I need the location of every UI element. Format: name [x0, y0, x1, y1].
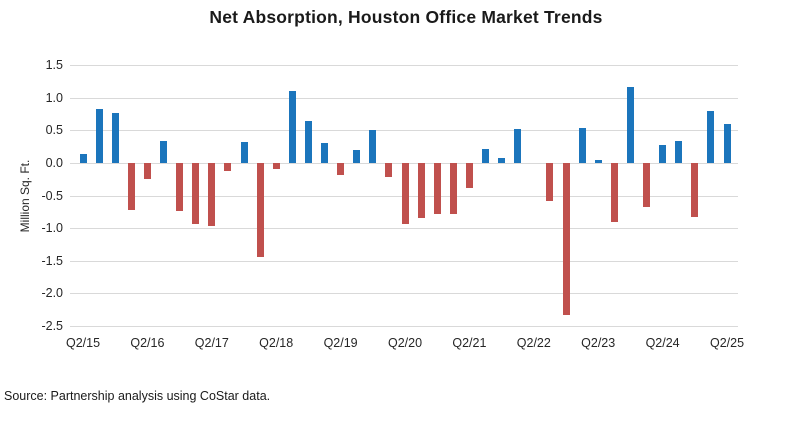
bar-Q4/22 — [562, 162, 570, 315]
x-tick-label: Q2/20 — [387, 336, 423, 350]
bar-Q4/23 — [626, 87, 634, 163]
bar-Q3/15 — [95, 108, 103, 163]
x-tick-label: Q2/22 — [516, 336, 551, 350]
bar-Q3/20 — [417, 162, 425, 218]
bar-Q4/16 — [176, 162, 184, 211]
source-note: Source: Partnership analysis using CoSta… — [4, 389, 271, 403]
bar-Q1/19 — [321, 143, 328, 163]
gridline — [70, 97, 738, 99]
bar-Q2/23 — [594, 160, 602, 163]
bar-Q1/16 — [127, 162, 135, 210]
gridline — [70, 326, 738, 327]
bar-Q2/25 — [723, 124, 731, 163]
y-tick-label: -2.5 — [41, 319, 63, 333]
y-tick-label: -0.5 — [41, 188, 63, 203]
bar-Q3/18 — [288, 91, 296, 163]
y-tick-label: 0.0 — [45, 155, 63, 170]
bar-Q3/19 — [353, 149, 361, 163]
bar-Q4/24 — [691, 162, 699, 218]
bar-Q4/17 — [240, 141, 248, 163]
bar-Q1/17 — [192, 162, 200, 225]
bar-Q2/20 — [401, 162, 409, 224]
gridline — [70, 293, 738, 295]
bar-Q2/19 — [337, 162, 345, 176]
y-tick-label: -2.0 — [41, 286, 63, 301]
x-tick-label: Q2/23 — [581, 336, 616, 350]
y-tick-label: 1.5 — [45, 58, 63, 72]
bar-Q1/21 — [449, 162, 457, 214]
bar-Q3/24 — [675, 141, 683, 163]
chart-title: Net Absorption, Houston Office Market Tr… — [209, 7, 603, 27]
bar-Q1/22 — [514, 128, 522, 163]
bar-Q4/19 — [369, 129, 377, 163]
bar-Q3/22 — [546, 162, 554, 201]
y-tick-label: -1.0 — [41, 221, 63, 236]
x-tick-label: Q2/24 — [645, 336, 680, 350]
bar-Q2/16 — [143, 162, 151, 180]
bar-Q3/23 — [610, 162, 618, 223]
x-tick-label: Q2/17 — [194, 336, 229, 350]
bar-Q1/24 — [643, 162, 650, 208]
y-tick-label: -1.5 — [41, 253, 63, 268]
y-tick-label: 0.5 — [45, 123, 63, 138]
x-tick-label: Q2/16 — [130, 336, 165, 350]
bar-Q2/17 — [208, 162, 216, 227]
bar-Q3/17 — [224, 162, 232, 172]
gridline — [70, 130, 738, 132]
bar-Q2/21 — [465, 162, 473, 188]
bar-Q1/18 — [256, 162, 264, 258]
bar-Q1/23 — [578, 128, 586, 163]
gridline — [70, 260, 738, 262]
gridline — [70, 65, 738, 66]
x-tick-label: Q2/25 — [709, 336, 745, 350]
bar-Q1/25 — [707, 111, 715, 163]
x-tick-label: Q2/19 — [323, 336, 358, 350]
bar-Q2/24 — [659, 145, 667, 163]
y-tick-label: 1.0 — [45, 90, 63, 105]
plot-area: 1.5 1.0 0.5 0.0 -0.5 -1.0 -1.5 -2.0 -2.5 Q2/15 Q2/… — [41, 58, 744, 350]
bar-Q4/21 — [498, 158, 506, 163]
bar-Q3/21 — [482, 148, 489, 163]
bar-Q2/15 — [79, 154, 87, 163]
bar-Q4/18 — [304, 121, 312, 163]
x-tick-label: Q2/15 — [65, 336, 101, 350]
bar-Q4/20 — [433, 162, 441, 214]
bar-Q3/16 — [160, 141, 167, 163]
gridline — [70, 228, 738, 230]
x-tick-label: Q2/18 — [259, 336, 294, 350]
bar-Q2/18 — [272, 162, 280, 170]
bar-Q4/15 — [111, 113, 119, 163]
x-tick-label: Q2/21 — [452, 336, 487, 350]
bar-Q1/20 — [385, 162, 393, 177]
